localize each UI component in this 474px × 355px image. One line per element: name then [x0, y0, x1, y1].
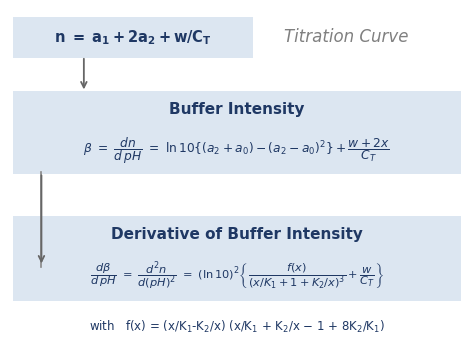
FancyBboxPatch shape	[13, 91, 461, 174]
Text: Derivative of Buffer Intensity: Derivative of Buffer Intensity	[111, 228, 363, 242]
Text: with   f(x) = (x/K$_1$-K$_2$/x) (x/K$_1$ + K$_2$/x $-$ 1 + 8K$_2$/K$_1$): with f(x) = (x/K$_1$-K$_2$/x) (x/K$_1$ +…	[89, 319, 385, 335]
Text: Titration Curve: Titration Curve	[284, 28, 409, 47]
Text: $\beta\ =\ \dfrac{dn}{d\,pH}\ =\ \ln 10\left\{(a_2+a_0)-(a_2-a_0)^2\right\}+\dfr: $\beta\ =\ \dfrac{dn}{d\,pH}\ =\ \ln 10\…	[83, 135, 391, 166]
Text: $\dfrac{d\beta}{d\,pH}\ =\ \dfrac{d^2n}{d(pH)^2}\ =\ (\ln 10)^2\left\{\dfrac{f(x: $\dfrac{d\beta}{d\,pH}\ =\ \dfrac{d^2n}{…	[90, 260, 384, 292]
FancyBboxPatch shape	[13, 17, 254, 58]
Text: Buffer Intensity: Buffer Intensity	[169, 102, 305, 118]
FancyBboxPatch shape	[13, 216, 461, 301]
Text: $\mathbf{n\ =\ a_1 + 2a_2 + w/C_T}$: $\mathbf{n\ =\ a_1 + 2a_2 + w/C_T}$	[55, 28, 212, 47]
